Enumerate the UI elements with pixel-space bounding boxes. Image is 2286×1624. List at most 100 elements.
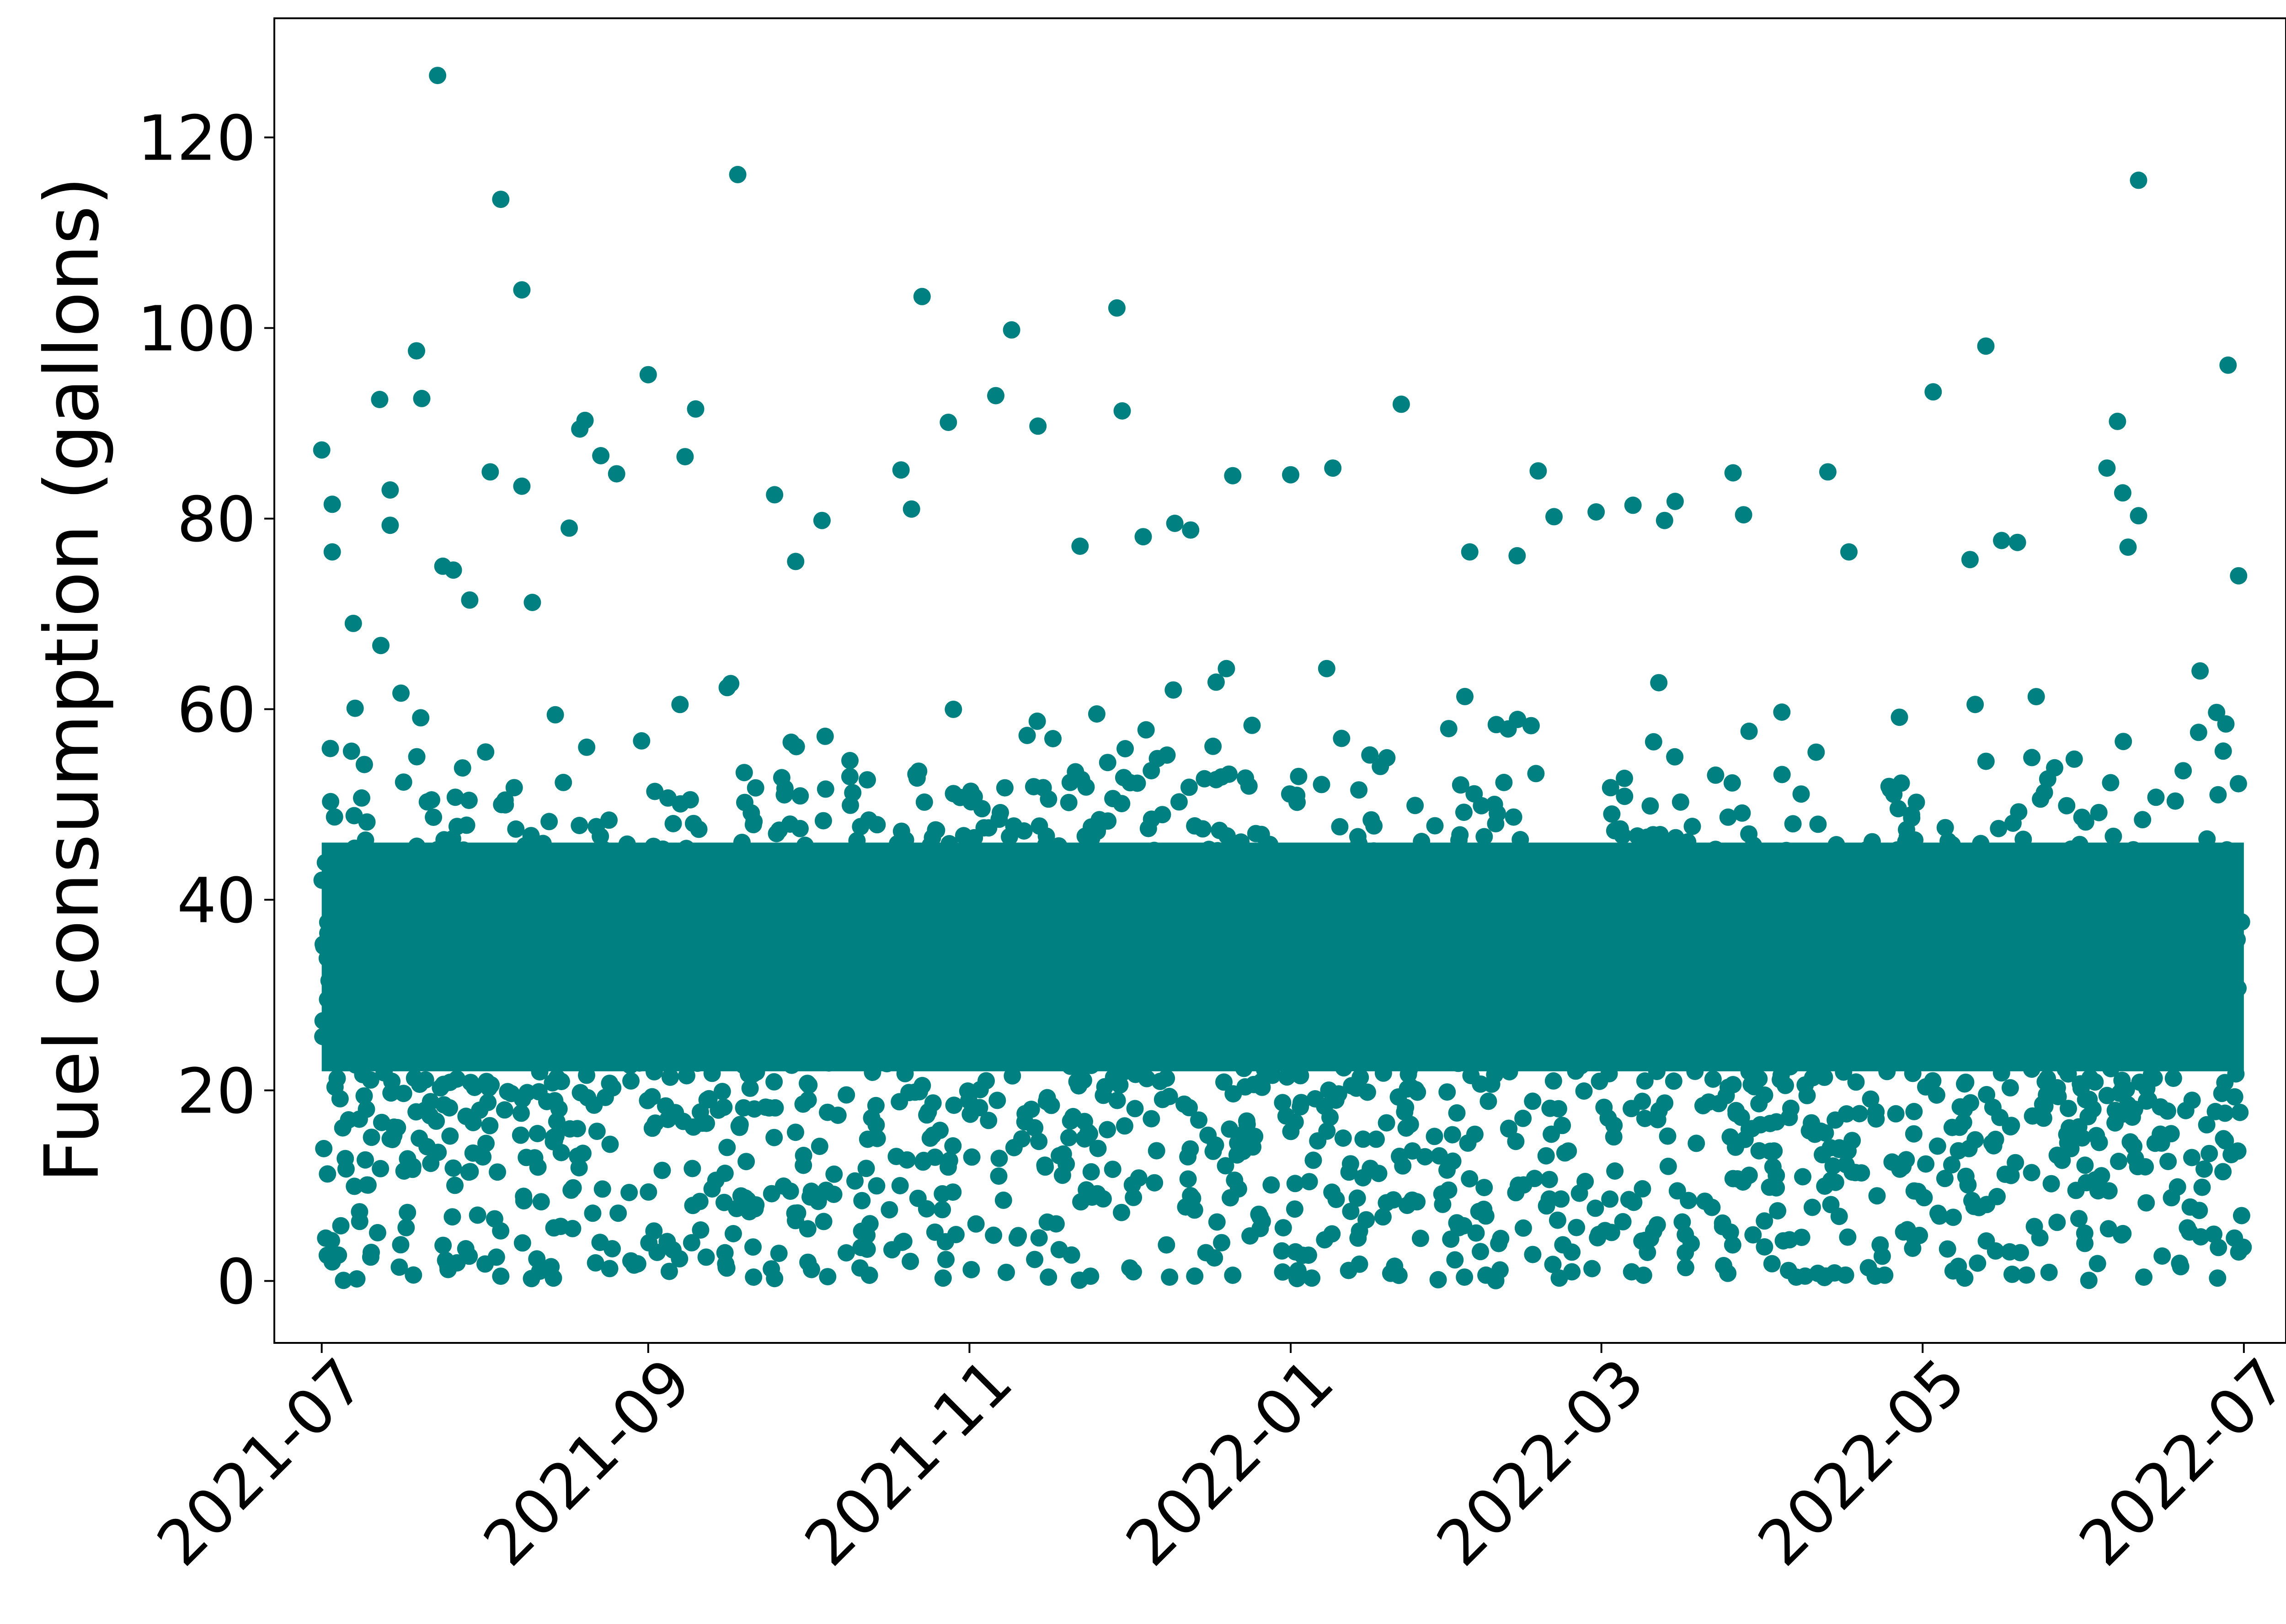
dense-point bbox=[1732, 1108, 1750, 1126]
dense-point bbox=[1039, 931, 1057, 949]
dense-point bbox=[1362, 955, 1379, 972]
dense-point bbox=[1932, 892, 1950, 910]
dense-point bbox=[1990, 820, 2008, 837]
dense-point bbox=[1475, 1200, 1493, 1218]
dense-point bbox=[992, 943, 1009, 961]
dense-point bbox=[2027, 688, 2045, 706]
data-point bbox=[1529, 462, 1547, 480]
dense-point bbox=[323, 1232, 340, 1250]
dense-point bbox=[555, 773, 572, 791]
dense-point bbox=[949, 981, 967, 999]
dense-point bbox=[2167, 847, 2185, 864]
dense-point bbox=[862, 872, 880, 889]
dense-point bbox=[1030, 1133, 1048, 1150]
dense-point bbox=[1803, 1114, 1820, 1132]
data-point bbox=[987, 387, 1004, 405]
dense-point bbox=[1234, 860, 1252, 878]
dense-point bbox=[325, 974, 342, 991]
dense-point bbox=[975, 880, 993, 898]
dense-point bbox=[887, 939, 905, 957]
data-point bbox=[913, 288, 931, 305]
dense-point bbox=[2002, 893, 2020, 911]
dense-point bbox=[829, 1107, 847, 1124]
dense-point bbox=[1384, 1191, 1402, 1209]
dense-point bbox=[2113, 1226, 2131, 1244]
dense-point bbox=[1331, 818, 1349, 836]
dense-point bbox=[560, 985, 577, 1003]
dense-point bbox=[1605, 1128, 1623, 1146]
dense-point bbox=[595, 911, 613, 928]
dense-point bbox=[1809, 815, 1827, 833]
dense-point bbox=[1634, 936, 1651, 954]
dense-point bbox=[359, 1176, 377, 1194]
data-point bbox=[1977, 337, 1995, 355]
dense-point bbox=[1839, 1142, 1857, 1160]
dense-point bbox=[337, 857, 355, 875]
dense-point bbox=[791, 787, 809, 805]
dense-point bbox=[332, 1217, 350, 1235]
dense-point bbox=[1126, 1100, 1144, 1118]
dense-point bbox=[392, 684, 410, 702]
dense-point bbox=[1322, 956, 1340, 974]
dense-point bbox=[1473, 797, 1490, 815]
dense-point bbox=[1890, 925, 1907, 943]
dense-point bbox=[1116, 1117, 1133, 1135]
dense-point bbox=[529, 1125, 546, 1142]
dense-point bbox=[2125, 841, 2142, 859]
dense-point bbox=[2224, 1020, 2242, 1037]
dense-point bbox=[713, 1013, 731, 1031]
dense-point bbox=[1060, 1044, 1078, 1062]
dense-point bbox=[2029, 957, 2046, 975]
dense-point bbox=[1922, 1020, 1939, 1038]
dense-point bbox=[967, 1022, 985, 1039]
dense-point bbox=[1812, 954, 1830, 972]
dense-point bbox=[2195, 1160, 2213, 1178]
dense-point bbox=[980, 1112, 998, 1129]
dense-point bbox=[1098, 931, 1116, 949]
data-point bbox=[1819, 463, 1837, 481]
dense-point bbox=[1139, 981, 1157, 999]
dense-point bbox=[1291, 951, 1309, 969]
dense-point bbox=[528, 1250, 546, 1268]
dense-point bbox=[2108, 964, 2126, 981]
dense-point bbox=[1822, 1196, 1840, 1214]
data-point bbox=[1508, 547, 1526, 564]
dense-point bbox=[1426, 1128, 1443, 1145]
dense-point bbox=[900, 1084, 918, 1102]
dense-point bbox=[1622, 1021, 1640, 1039]
dense-point bbox=[1002, 924, 1020, 942]
dense-point bbox=[1914, 883, 1932, 901]
dense-point bbox=[1707, 766, 1725, 784]
dense-point bbox=[983, 1032, 1000, 1049]
dense-point bbox=[547, 844, 565, 861]
dense-point bbox=[1619, 946, 1637, 964]
dense-point bbox=[2229, 775, 2247, 793]
data-point bbox=[513, 281, 531, 299]
dense-point bbox=[1331, 1048, 1349, 1066]
dense-point bbox=[1332, 1000, 1350, 1018]
dense-point bbox=[1472, 878, 1490, 895]
data-point bbox=[2135, 1268, 2152, 1286]
dense-point bbox=[1613, 1049, 1631, 1066]
dense-point bbox=[1955, 1100, 1973, 1118]
dense-point bbox=[2102, 774, 2120, 792]
dense-point bbox=[807, 973, 824, 990]
dense-point bbox=[1365, 842, 1383, 860]
dense-point bbox=[896, 1065, 914, 1082]
dense-point bbox=[371, 976, 389, 994]
data-point bbox=[587, 1254, 604, 1272]
dense-point bbox=[481, 1117, 499, 1134]
dense-point bbox=[601, 1075, 619, 1092]
dense-point bbox=[2164, 1070, 2182, 1087]
dense-point bbox=[1943, 1118, 1961, 1136]
dense-point bbox=[2152, 1125, 2169, 1143]
dense-point bbox=[1408, 1193, 1426, 1211]
dense-point bbox=[1099, 1121, 1116, 1139]
dense-point bbox=[716, 1165, 734, 1182]
dense-point bbox=[1892, 1004, 1910, 1022]
dense-point bbox=[316, 854, 334, 872]
dense-point bbox=[2093, 976, 2111, 994]
dense-point bbox=[1149, 1022, 1167, 1040]
dense-point bbox=[730, 1117, 748, 1135]
dense-point bbox=[1348, 1189, 1366, 1207]
